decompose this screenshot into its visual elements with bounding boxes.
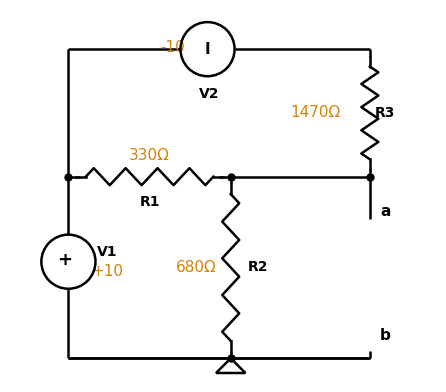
Text: 680Ω: 680Ω: [176, 260, 216, 275]
Text: +: +: [57, 251, 72, 269]
Text: a: a: [380, 204, 391, 219]
Text: V1: V1: [97, 245, 117, 259]
Text: R3: R3: [375, 106, 396, 120]
Text: -10: -10: [161, 40, 185, 55]
Text: I: I: [205, 42, 211, 57]
Text: V2: V2: [199, 87, 220, 101]
Text: R1: R1: [139, 195, 160, 209]
Text: 1470Ω: 1470Ω: [291, 105, 341, 120]
Text: R2: R2: [248, 261, 268, 274]
Text: 330Ω: 330Ω: [129, 148, 170, 163]
Text: b: b: [380, 328, 391, 343]
Text: +10: +10: [91, 264, 123, 279]
